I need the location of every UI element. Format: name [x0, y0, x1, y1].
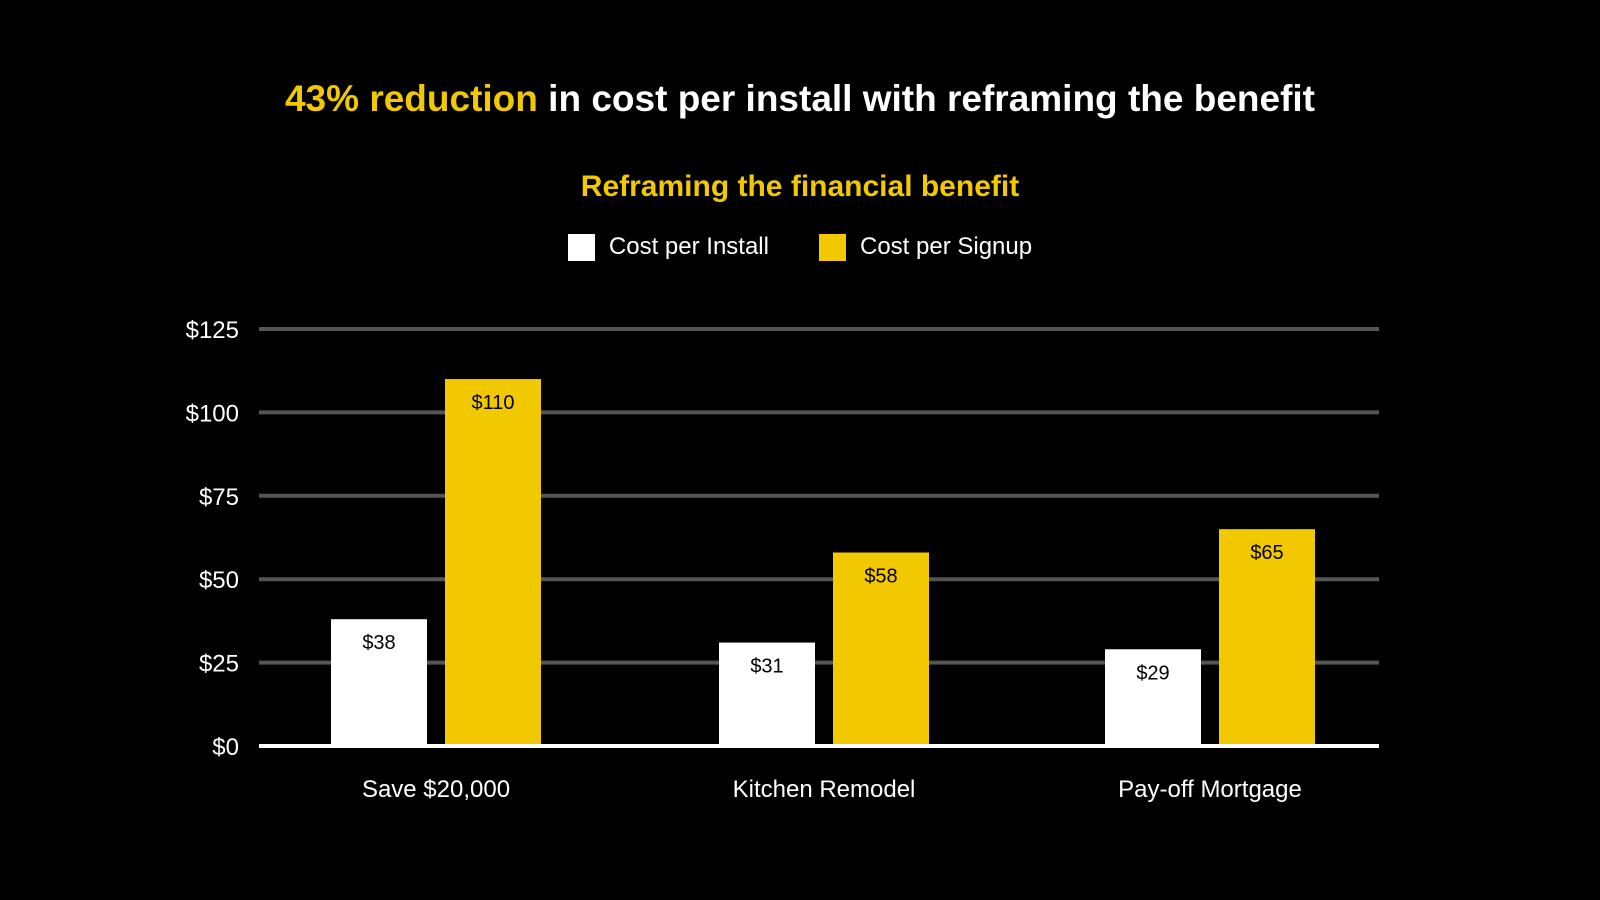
bar-signup — [833, 552, 929, 746]
data-label: $29 — [1136, 662, 1169, 684]
x-tick-label: Save $20,000 — [362, 776, 510, 803]
chart-title: Reframing the financial benefit — [580, 170, 1020, 203]
title-highlight: 43% reduction — [284, 78, 538, 119]
legend-swatch-install — [567, 233, 595, 261]
y-tick-label: $0 — [212, 734, 239, 761]
data-label: $110 — [471, 392, 514, 414]
bar-install — [1105, 649, 1201, 746]
y-tick-label: $125 — [186, 317, 239, 344]
bar-install — [331, 619, 427, 746]
bar-install — [719, 642, 815, 746]
y-tick-label: $25 — [199, 651, 239, 678]
data-label: $58 — [864, 566, 897, 588]
legend-item-install: Cost per Install — [567, 233, 769, 261]
legend-label-signup: Cost per Signup — [859, 233, 1033, 260]
y-tick-label: $100 — [186, 400, 239, 427]
legend-item-signup: Cost per Signup — [818, 233, 1033, 261]
legend-label-install: Cost per Install — [608, 233, 769, 260]
data-label: $65 — [1250, 542, 1283, 564]
x-tick-label: Kitchen Remodel — [733, 776, 916, 803]
data-label: $31 — [750, 656, 783, 678]
data-label: $38 — [362, 632, 395, 654]
legend-swatch-signup — [818, 233, 846, 261]
y-tick-label: $75 — [199, 484, 239, 511]
y-tick-label: $50 — [199, 567, 239, 594]
title-rest: in cost per install with reframing the b… — [537, 78, 1315, 119]
x-tick-label: Pay-off Mortgage — [1118, 776, 1302, 803]
page-title: 43% reduction in cost per install with r… — [0, 78, 1600, 120]
bar-signup — [1219, 529, 1315, 746]
legend: Cost per Install Cost per Signup — [0, 233, 1600, 261]
bar-signup — [445, 379, 541, 746]
